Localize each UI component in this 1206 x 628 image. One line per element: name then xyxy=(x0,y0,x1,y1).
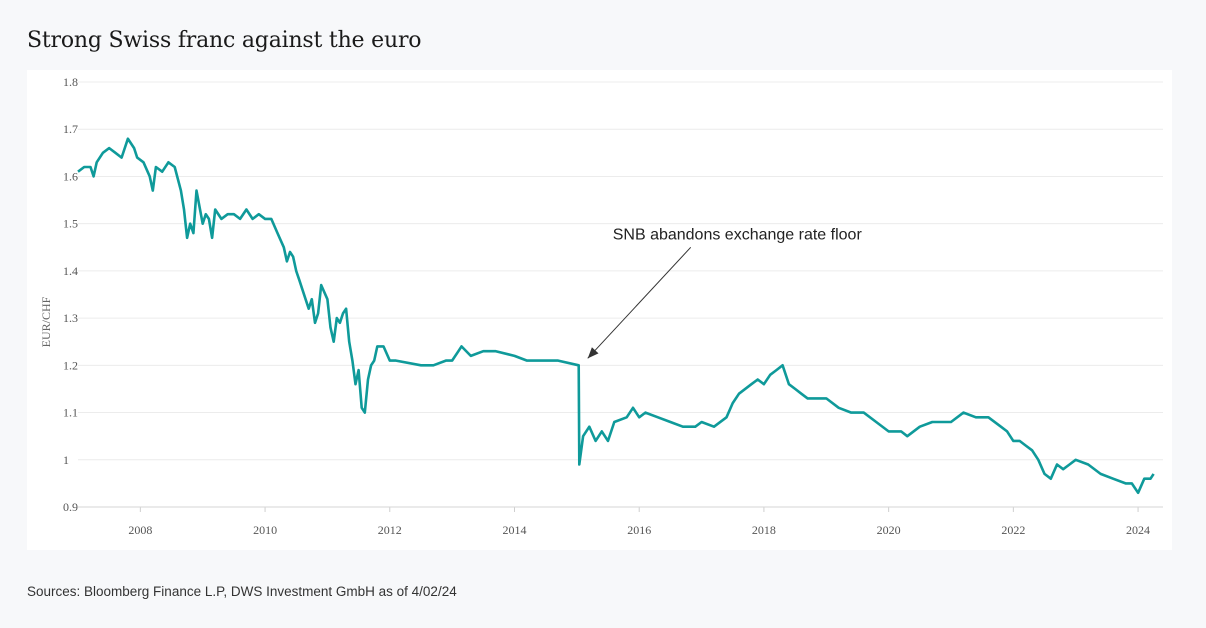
y-tick-label: 1.2 xyxy=(63,358,78,372)
y-tick-label: 1.6 xyxy=(63,169,78,183)
y-tick-label: 1.7 xyxy=(63,122,78,136)
source-note: Sources: Bloomberg Finance L.P, DWS Inve… xyxy=(27,584,457,599)
x-tick-label: 2014 xyxy=(502,523,526,537)
x-tick-label: 2008 xyxy=(128,523,152,537)
x-tick-label: 2020 xyxy=(877,523,901,537)
y-tick-label: 1.4 xyxy=(63,264,78,278)
y-tick-label: 0.9 xyxy=(63,500,78,514)
annotation-text: SNB abandons exchange rate floor xyxy=(613,226,863,243)
x-tick-label: 2022 xyxy=(1001,523,1025,537)
y-axis-label: EUR/CHF xyxy=(39,296,53,347)
y-tick-label: 1.8 xyxy=(63,75,78,89)
y-tick-label: 1 xyxy=(63,453,69,467)
x-tick-label: 2010 xyxy=(253,523,277,537)
x-tick-label: 2018 xyxy=(752,523,776,537)
y-tick-label: 1.1 xyxy=(63,406,78,420)
x-tick-label: 2016 xyxy=(627,523,651,537)
annotation-arrowhead xyxy=(587,347,599,359)
y-axis: 0.9 1 1.1 1.2 1.3 1.4 1.5 1.6 1.7 1.8 xyxy=(63,75,78,514)
grid xyxy=(78,81,1163,461)
y-tick-label: 1.5 xyxy=(63,217,78,231)
annotation: SNB abandons exchange rate floor xyxy=(587,226,863,359)
y-tick-label: 1.3 xyxy=(63,311,78,325)
line-chart: 0.9 1 1.1 1.2 1.3 1.4 1.5 1.6 1.7 1.8 2008 2010 201… xyxy=(39,75,1163,537)
annotation-arrow xyxy=(587,246,692,359)
chart-title: Strong Swiss franc against the euro xyxy=(27,28,422,53)
x-axis: 2008 2010 2012 2014 2016 2018 2020 2022 2024 xyxy=(128,507,1150,537)
chart-panel: 0.9 1 1.1 1.2 1.3 1.4 1.5 1.6 1.7 1.8 2008 2010 201… xyxy=(27,70,1172,550)
x-tick-label: 2024 xyxy=(1126,523,1150,537)
series-line-eurchf xyxy=(77,137,1155,495)
x-tick-label: 2012 xyxy=(378,523,402,537)
